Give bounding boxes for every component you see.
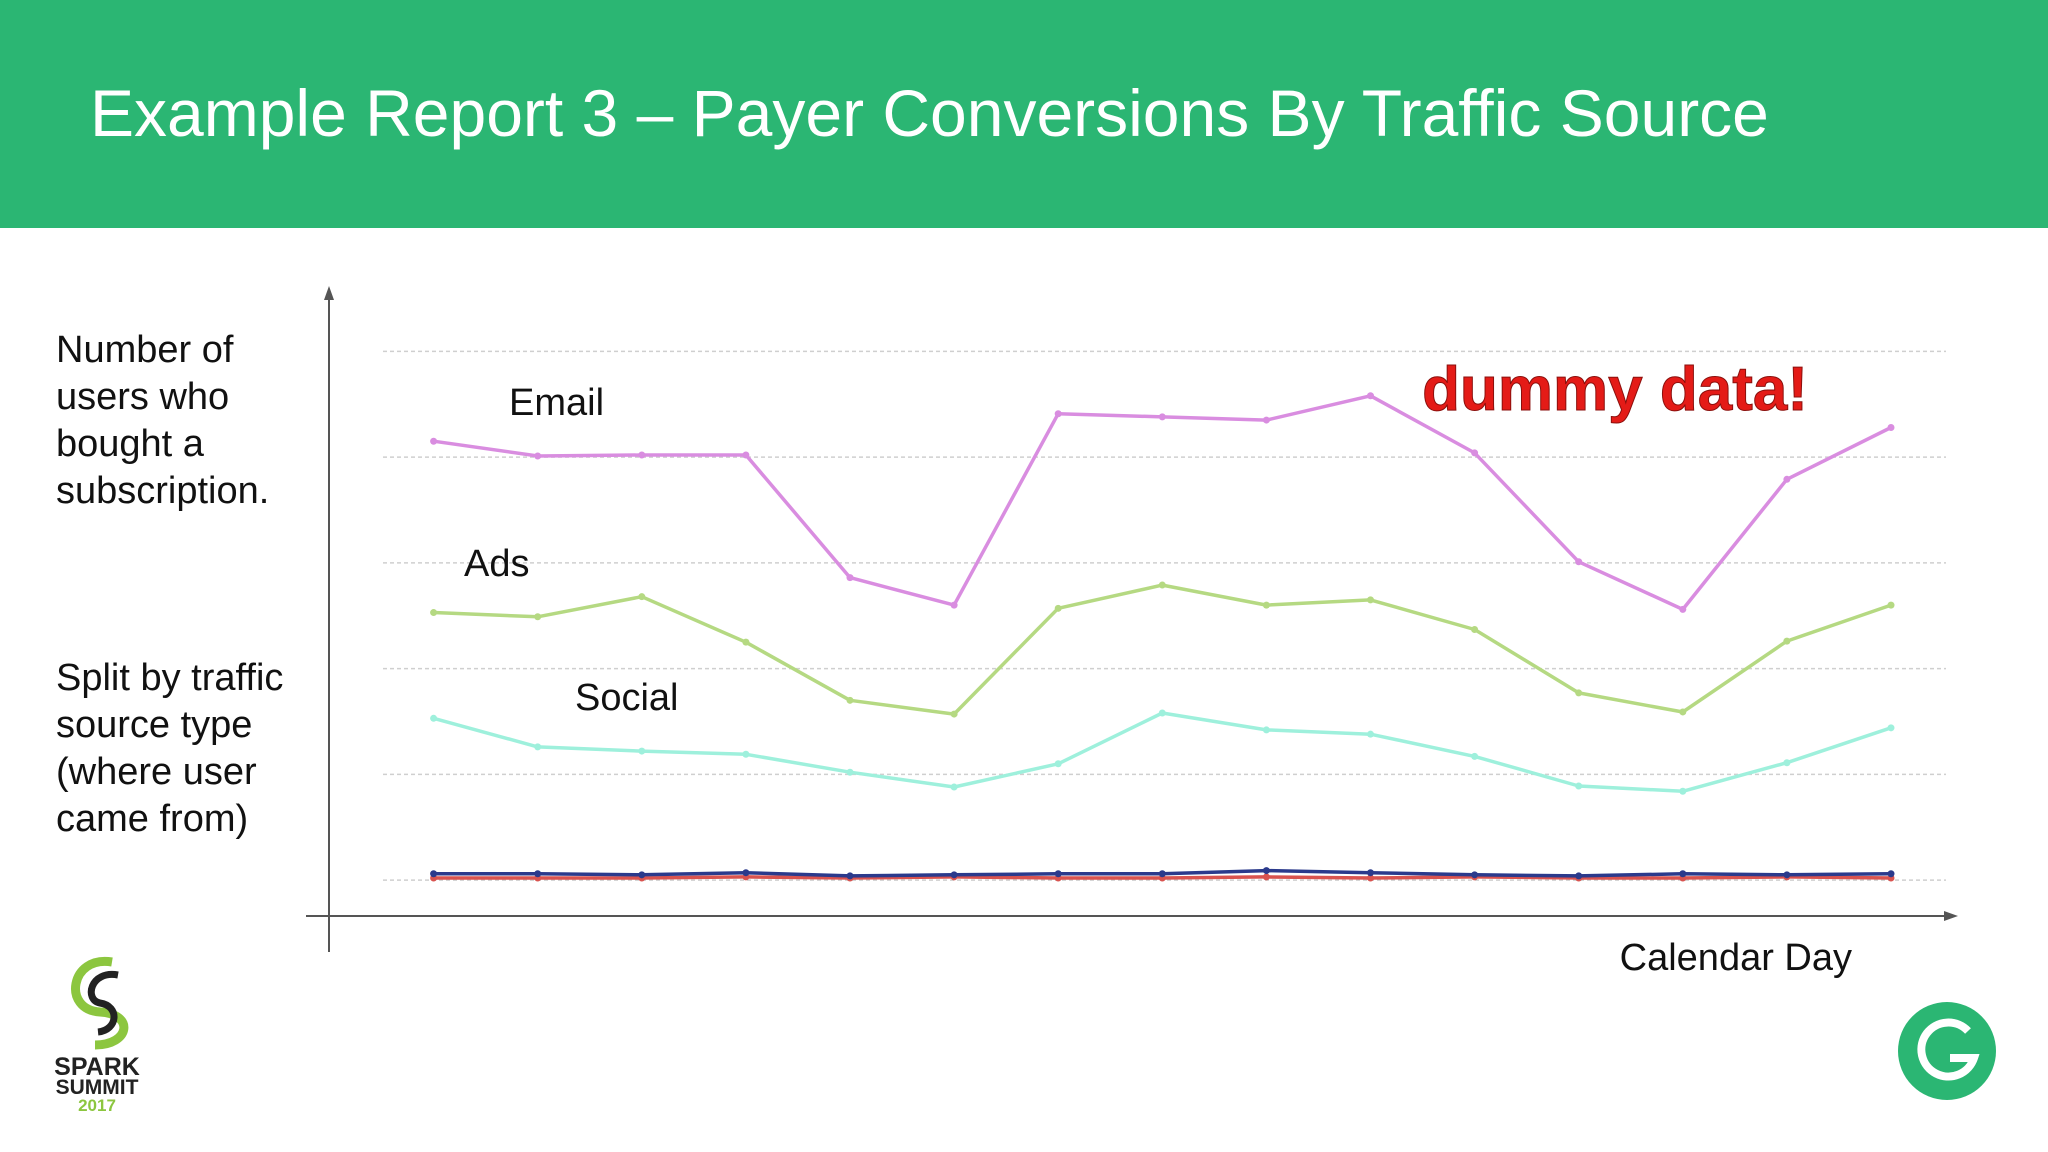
series-point [1783, 475, 1791, 483]
note-line: Split by traffic [56, 657, 283, 699]
note-line: came from) [56, 798, 248, 840]
series-point [846, 872, 854, 880]
series-label: Social [575, 677, 679, 719]
series-point [950, 871, 958, 879]
series-point [1158, 870, 1166, 878]
note-line: source type [56, 704, 252, 746]
series-point [1367, 869, 1374, 877]
series-point [638, 451, 646, 459]
series-point [1471, 625, 1479, 633]
series-point [1471, 871, 1479, 879]
series-point [1783, 759, 1791, 767]
series-point [1471, 752, 1479, 760]
series-point [950, 710, 958, 718]
note-line: (where user [56, 751, 257, 793]
spark-summit-logo: SPARK SUMMIT 2017 [54, 956, 140, 1115]
series-point [1158, 581, 1166, 589]
series-point [1471, 449, 1479, 457]
logo-mark [71, 956, 129, 1050]
series-point [1575, 872, 1583, 880]
series-point [1783, 637, 1791, 645]
series-point [846, 696, 854, 704]
series-point [534, 613, 542, 621]
series-point [742, 869, 750, 877]
series-point [1054, 604, 1062, 612]
logo-text: 2017 [78, 1096, 116, 1115]
series-point [1054, 760, 1062, 768]
series-point [1367, 392, 1374, 400]
annotation: dummy data! [1422, 355, 1808, 424]
series-point [1679, 870, 1687, 878]
series-point [1262, 416, 1270, 424]
series-point [1054, 410, 1062, 418]
series-point [742, 638, 750, 646]
series-point [1679, 787, 1687, 795]
series-point [1887, 724, 1895, 732]
x-axis-title: Calendar Day [1620, 937, 1852, 979]
series-point [534, 870, 542, 878]
note-line: subscription. [56, 470, 269, 512]
series-point [1575, 689, 1583, 697]
y-axis-arrow [324, 286, 334, 300]
series-point [1262, 867, 1270, 875]
note-line: Number of [56, 329, 234, 371]
series-line [433, 711, 1892, 794]
series-point [1575, 782, 1583, 790]
note-line: users who [56, 376, 229, 418]
series-point [1158, 709, 1166, 717]
series-point [1679, 708, 1687, 716]
series-label: Email [509, 382, 604, 424]
series-point [950, 601, 958, 609]
series-point [430, 437, 438, 445]
series-point [534, 743, 542, 751]
series-point [430, 609, 438, 617]
series-point [638, 871, 646, 879]
g-logo-circle [1898, 1002, 1996, 1100]
series-point [742, 750, 750, 758]
series-point [534, 452, 542, 460]
series-point [430, 870, 438, 878]
series-point [742, 451, 750, 459]
g-logo-glyph [1917, 1018, 1980, 1081]
series-point [1783, 871, 1791, 879]
logo-text: SPARK [54, 1053, 140, 1081]
series-point [846, 574, 854, 582]
slide-title: Example Report 3 – Payer Conversions By … [90, 76, 1769, 150]
series-label: Ads [464, 543, 529, 585]
series-line [433, 394, 1892, 612]
series-point [1887, 870, 1895, 878]
series-point [1887, 423, 1895, 431]
series-point [1158, 413, 1166, 421]
series-point [638, 593, 646, 601]
series-point [846, 768, 854, 776]
series-point [1367, 730, 1374, 738]
series-point [430, 714, 438, 722]
logo-mark [87, 971, 119, 1036]
logo-text: SUMMIT [56, 1076, 139, 1099]
series-point [638, 747, 646, 755]
series-point [1679, 605, 1687, 613]
header-bar [0, 0, 2048, 228]
notes: Number of users who bought a subscriptio… [56, 329, 283, 840]
series-point [1367, 874, 1374, 882]
series-point [1575, 558, 1583, 566]
series-point [1054, 870, 1062, 878]
note-line: bought a [56, 423, 205, 465]
series-point [950, 783, 958, 791]
series-point [1262, 726, 1270, 734]
series-point [1887, 601, 1895, 609]
g-logo [1898, 1002, 1996, 1100]
series-point [1262, 601, 1270, 609]
x-axis-arrow [1944, 911, 1958, 921]
series-point [1262, 873, 1270, 881]
series-point [1367, 596, 1374, 604]
